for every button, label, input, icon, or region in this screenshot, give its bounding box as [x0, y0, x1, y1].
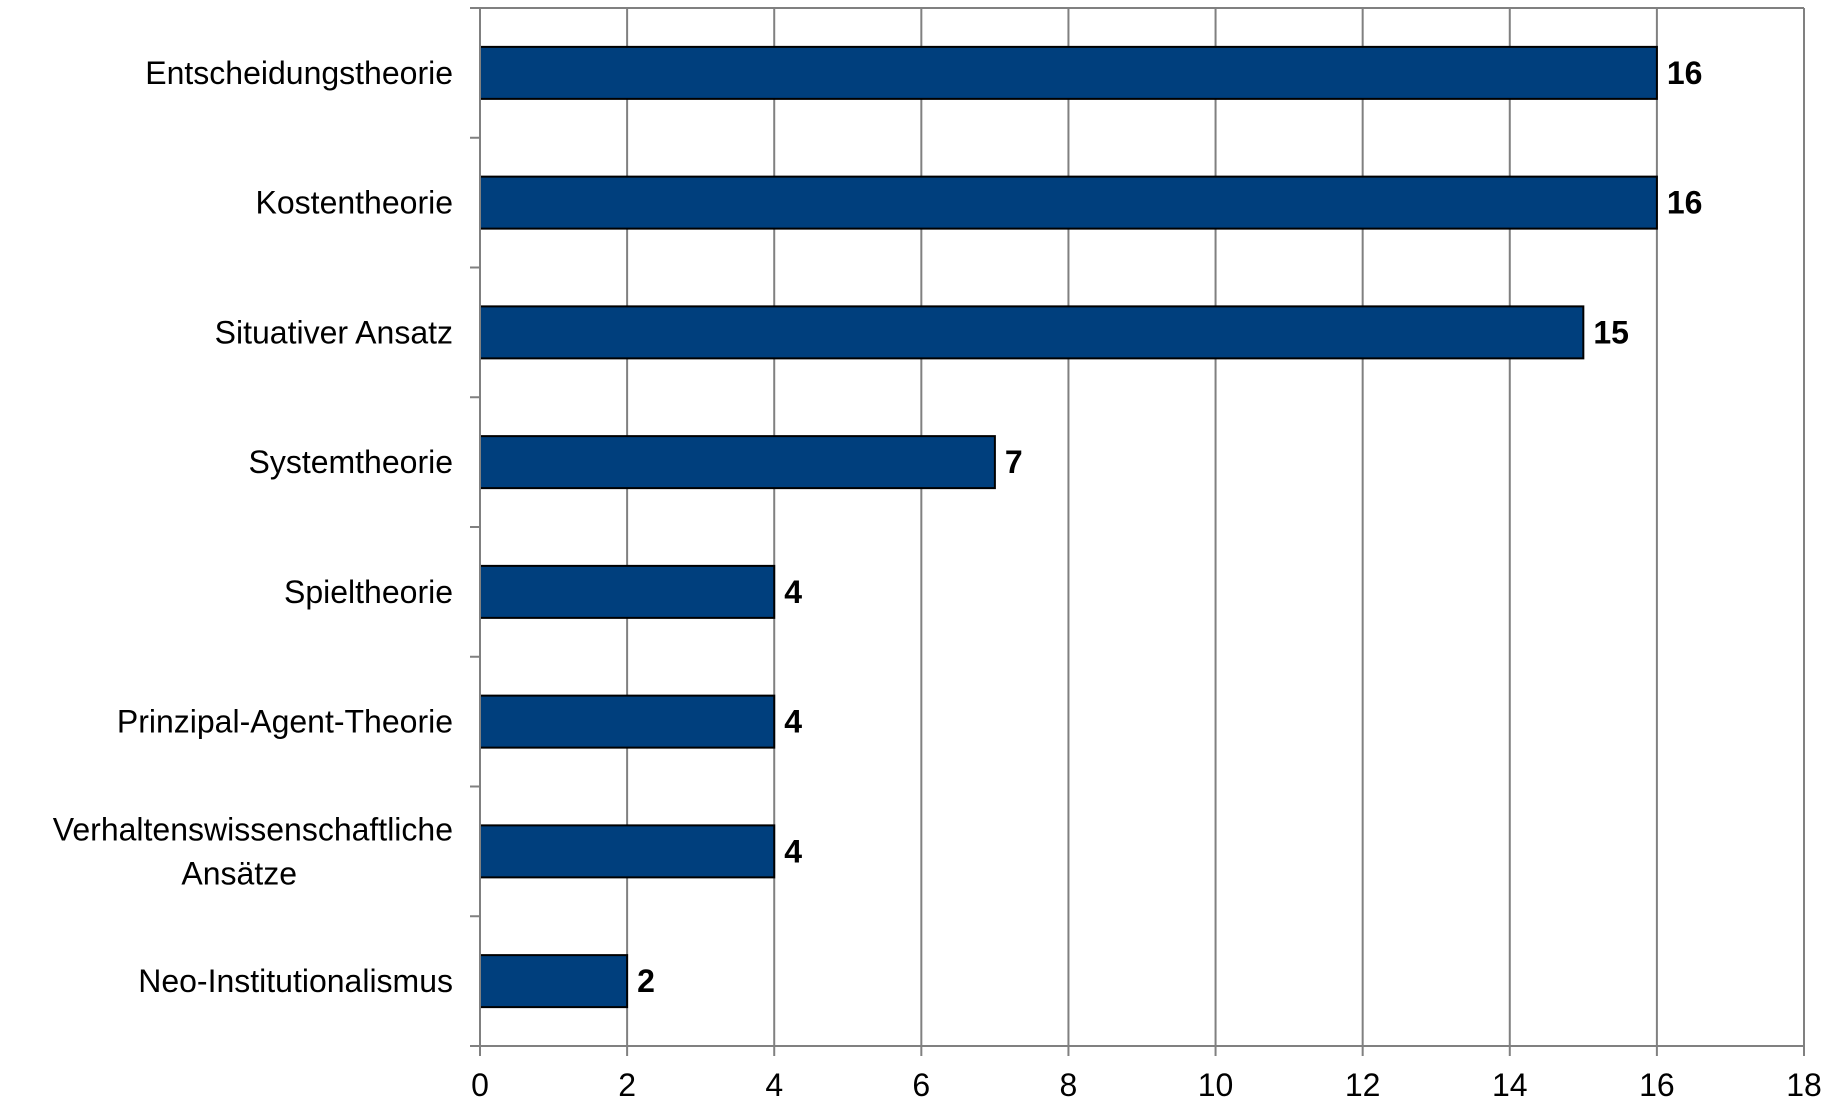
data-label: 7: [1005, 444, 1023, 480]
category-label: Entscheidungstheorie: [145, 55, 453, 91]
data-label: 16: [1667, 185, 1703, 221]
data-label: 2: [637, 963, 655, 999]
x-tick-label: 16: [1639, 1067, 1675, 1103]
bar-3: [479, 305, 1585, 360]
category-label: Neo-Institutionalismus: [138, 963, 453, 999]
x-tick-label: 18: [1786, 1067, 1822, 1103]
bars: [479, 45, 1658, 1009]
x-tick-label: 4: [765, 1067, 783, 1103]
x-tick-label: 8: [1060, 1067, 1078, 1103]
data-label: 4: [784, 833, 802, 869]
category-label: Verhaltenswissenschaftliche Ansätze: [53, 811, 453, 891]
data-label: 16: [1667, 55, 1703, 91]
x-tick-label: 10: [1198, 1067, 1234, 1103]
category-label: Spieltheorie: [284, 574, 453, 610]
data-label: 15: [1593, 314, 1629, 350]
category-label: Systemtheorie: [248, 444, 453, 480]
x-tick-label: 14: [1492, 1067, 1528, 1103]
labels: 0 2 4 6 8 10 12 14 16 18 16 Entscheidungstheorie 16 K…: [53, 55, 1822, 1103]
category-label: Kostentheorie: [256, 185, 453, 221]
x-tick-label: 6: [912, 1067, 930, 1103]
bar-4: [479, 435, 996, 490]
bar-7: [479, 824, 776, 879]
category-label: Situativer Ansatz: [215, 314, 453, 350]
data-label: 4: [784, 574, 802, 610]
bar-1: [479, 45, 1658, 100]
bar-2: [479, 175, 1658, 230]
data-label: 4: [784, 704, 802, 740]
x-tick-label: 2: [618, 1067, 636, 1103]
bar-8: [479, 954, 629, 1009]
axes: [470, 7, 1805, 1056]
x-tick-label: 0: [471, 1067, 489, 1103]
bar-5: [479, 564, 776, 619]
category-label: Prinzipal-Agent-Theorie: [117, 704, 453, 740]
bar-6: [479, 694, 776, 749]
x-tick-label: 12: [1345, 1067, 1381, 1103]
